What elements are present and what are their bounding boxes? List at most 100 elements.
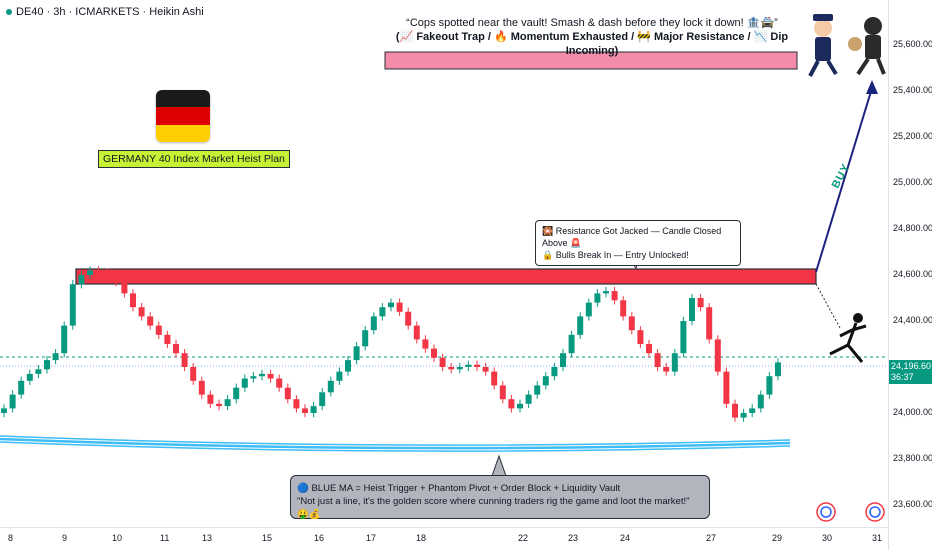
candle-body bbox=[121, 281, 128, 294]
candle-body bbox=[259, 373, 265, 377]
candle-body bbox=[164, 334, 171, 344]
bar-countdown: 36:37 bbox=[891, 372, 914, 382]
blue-ma-line bbox=[0, 441, 791, 452]
candle-body bbox=[611, 291, 618, 301]
candle-body bbox=[542, 376, 549, 386]
time-tick-label: 8 bbox=[8, 533, 14, 543]
germany-flag-icon bbox=[156, 90, 210, 142]
candle-body bbox=[147, 316, 154, 326]
candle-body bbox=[766, 376, 773, 395]
time-tick-label: 24 bbox=[620, 533, 631, 543]
candle-body bbox=[104, 272, 111, 278]
candle-body bbox=[61, 325, 68, 354]
symbol-line[interactable]: DE40 · 3h · ICMARKETS · Heikin Ashi bbox=[16, 6, 204, 18]
price-tick-label: 25,000.00 bbox=[893, 177, 932, 187]
candle-body bbox=[749, 408, 756, 413]
candle-body bbox=[379, 307, 386, 317]
candle-body bbox=[413, 325, 420, 340]
candle-body bbox=[646, 344, 652, 354]
money-bag-icon bbox=[848, 37, 862, 51]
price-axis[interactable] bbox=[888, 0, 932, 550]
candle-body bbox=[155, 325, 162, 335]
blue-ma-line bbox=[0, 435, 791, 446]
police-body bbox=[815, 37, 831, 61]
candle-body bbox=[706, 307, 713, 340]
candle-body bbox=[654, 353, 661, 367]
thief-silhouette-body bbox=[829, 322, 867, 363]
candle-body bbox=[628, 316, 635, 331]
candle-body bbox=[233, 387, 240, 400]
candle-body bbox=[517, 403, 523, 409]
buy-arrow-line bbox=[815, 87, 873, 273]
time-tick-label: 13 bbox=[202, 533, 213, 543]
candle-body bbox=[456, 367, 463, 370]
time-tick-label: 11 bbox=[160, 533, 170, 543]
price-tick-label: 23,800.00 bbox=[893, 453, 932, 463]
thief-icon bbox=[864, 17, 882, 35]
candle-body bbox=[370, 316, 377, 331]
price-tick-label: 24,800.00 bbox=[893, 223, 932, 233]
time-tick-label: 17 bbox=[366, 533, 377, 543]
current-price-tag: 24,196.60 36:37 bbox=[889, 360, 932, 384]
candle-body bbox=[448, 367, 455, 370]
candle-body bbox=[491, 371, 498, 386]
ma-annotation-line1: 🔵 BLUE MA = Heist Trigger + Phantom Pivo… bbox=[297, 483, 621, 494]
buy-arrow-head bbox=[866, 80, 878, 94]
replay-icon-inner bbox=[820, 506, 832, 518]
chart-header: DE40 · 3h · ICMARKETS · Heikin Ashi bbox=[6, 6, 204, 18]
callout-line1: 🎇 Resistance Got Jacked — Candle Closed … bbox=[542, 226, 722, 248]
candle-body bbox=[78, 275, 85, 285]
candle-body bbox=[603, 291, 609, 294]
candle-body bbox=[714, 339, 721, 372]
candle-body bbox=[276, 378, 283, 388]
candle-body bbox=[740, 413, 747, 418]
candle-body bbox=[310, 406, 317, 413]
candle-body bbox=[95, 270, 102, 273]
candle-body bbox=[130, 293, 136, 308]
candle-body bbox=[302, 408, 308, 413]
price-tick-label: 24,000.00 bbox=[893, 407, 932, 417]
candle-body bbox=[508, 399, 515, 409]
price-tick-label: 25,400.00 bbox=[893, 85, 932, 95]
candle-body bbox=[551, 367, 558, 377]
price-tick-label: 25,600.00 bbox=[893, 39, 932, 49]
entry-guide-line bbox=[815, 283, 841, 329]
time-tick-label: 9 bbox=[62, 533, 68, 543]
candle-body bbox=[327, 380, 334, 393]
blue-ma-line bbox=[0, 437, 791, 450]
candle-body bbox=[69, 284, 76, 326]
callout-line2: 🔒 Bulls Break In — Entry Unlocked! bbox=[542, 250, 689, 260]
candle-body bbox=[757, 394, 764, 409]
top-annotation-line1: “Cops spotted near the vault! Smash & da… bbox=[406, 17, 778, 29]
time-axis[interactable] bbox=[0, 527, 888, 551]
candle-body bbox=[577, 316, 584, 335]
thief-leg bbox=[856, 57, 870, 76]
candle-body bbox=[173, 344, 179, 354]
candle-body bbox=[198, 380, 205, 395]
candle-body bbox=[216, 403, 222, 407]
resistance-zone bbox=[75, 268, 817, 285]
candle-body bbox=[112, 277, 119, 282]
time-tick-label: 31 bbox=[872, 533, 883, 543]
candle-body bbox=[568, 334, 575, 354]
price-tick-label: 23,600.00 bbox=[893, 499, 932, 509]
candle-body bbox=[1, 408, 7, 413]
thief-leg bbox=[876, 58, 886, 75]
police-leg bbox=[826, 59, 838, 76]
time-tick-label: 29 bbox=[772, 533, 783, 543]
candle-body bbox=[35, 369, 42, 374]
thief-body bbox=[865, 35, 881, 59]
replay-icon bbox=[865, 502, 885, 522]
candle-body bbox=[723, 371, 730, 404]
candle-body bbox=[560, 353, 566, 367]
target-zone bbox=[384, 51, 798, 70]
candle-body bbox=[44, 360, 50, 370]
candle-body bbox=[9, 394, 16, 409]
market-status-dot bbox=[6, 9, 12, 15]
police-icon bbox=[814, 19, 832, 37]
police-cap bbox=[813, 14, 833, 21]
time-tick-label: 27 bbox=[706, 533, 717, 543]
price-tick-label: 24,400.00 bbox=[893, 315, 932, 325]
